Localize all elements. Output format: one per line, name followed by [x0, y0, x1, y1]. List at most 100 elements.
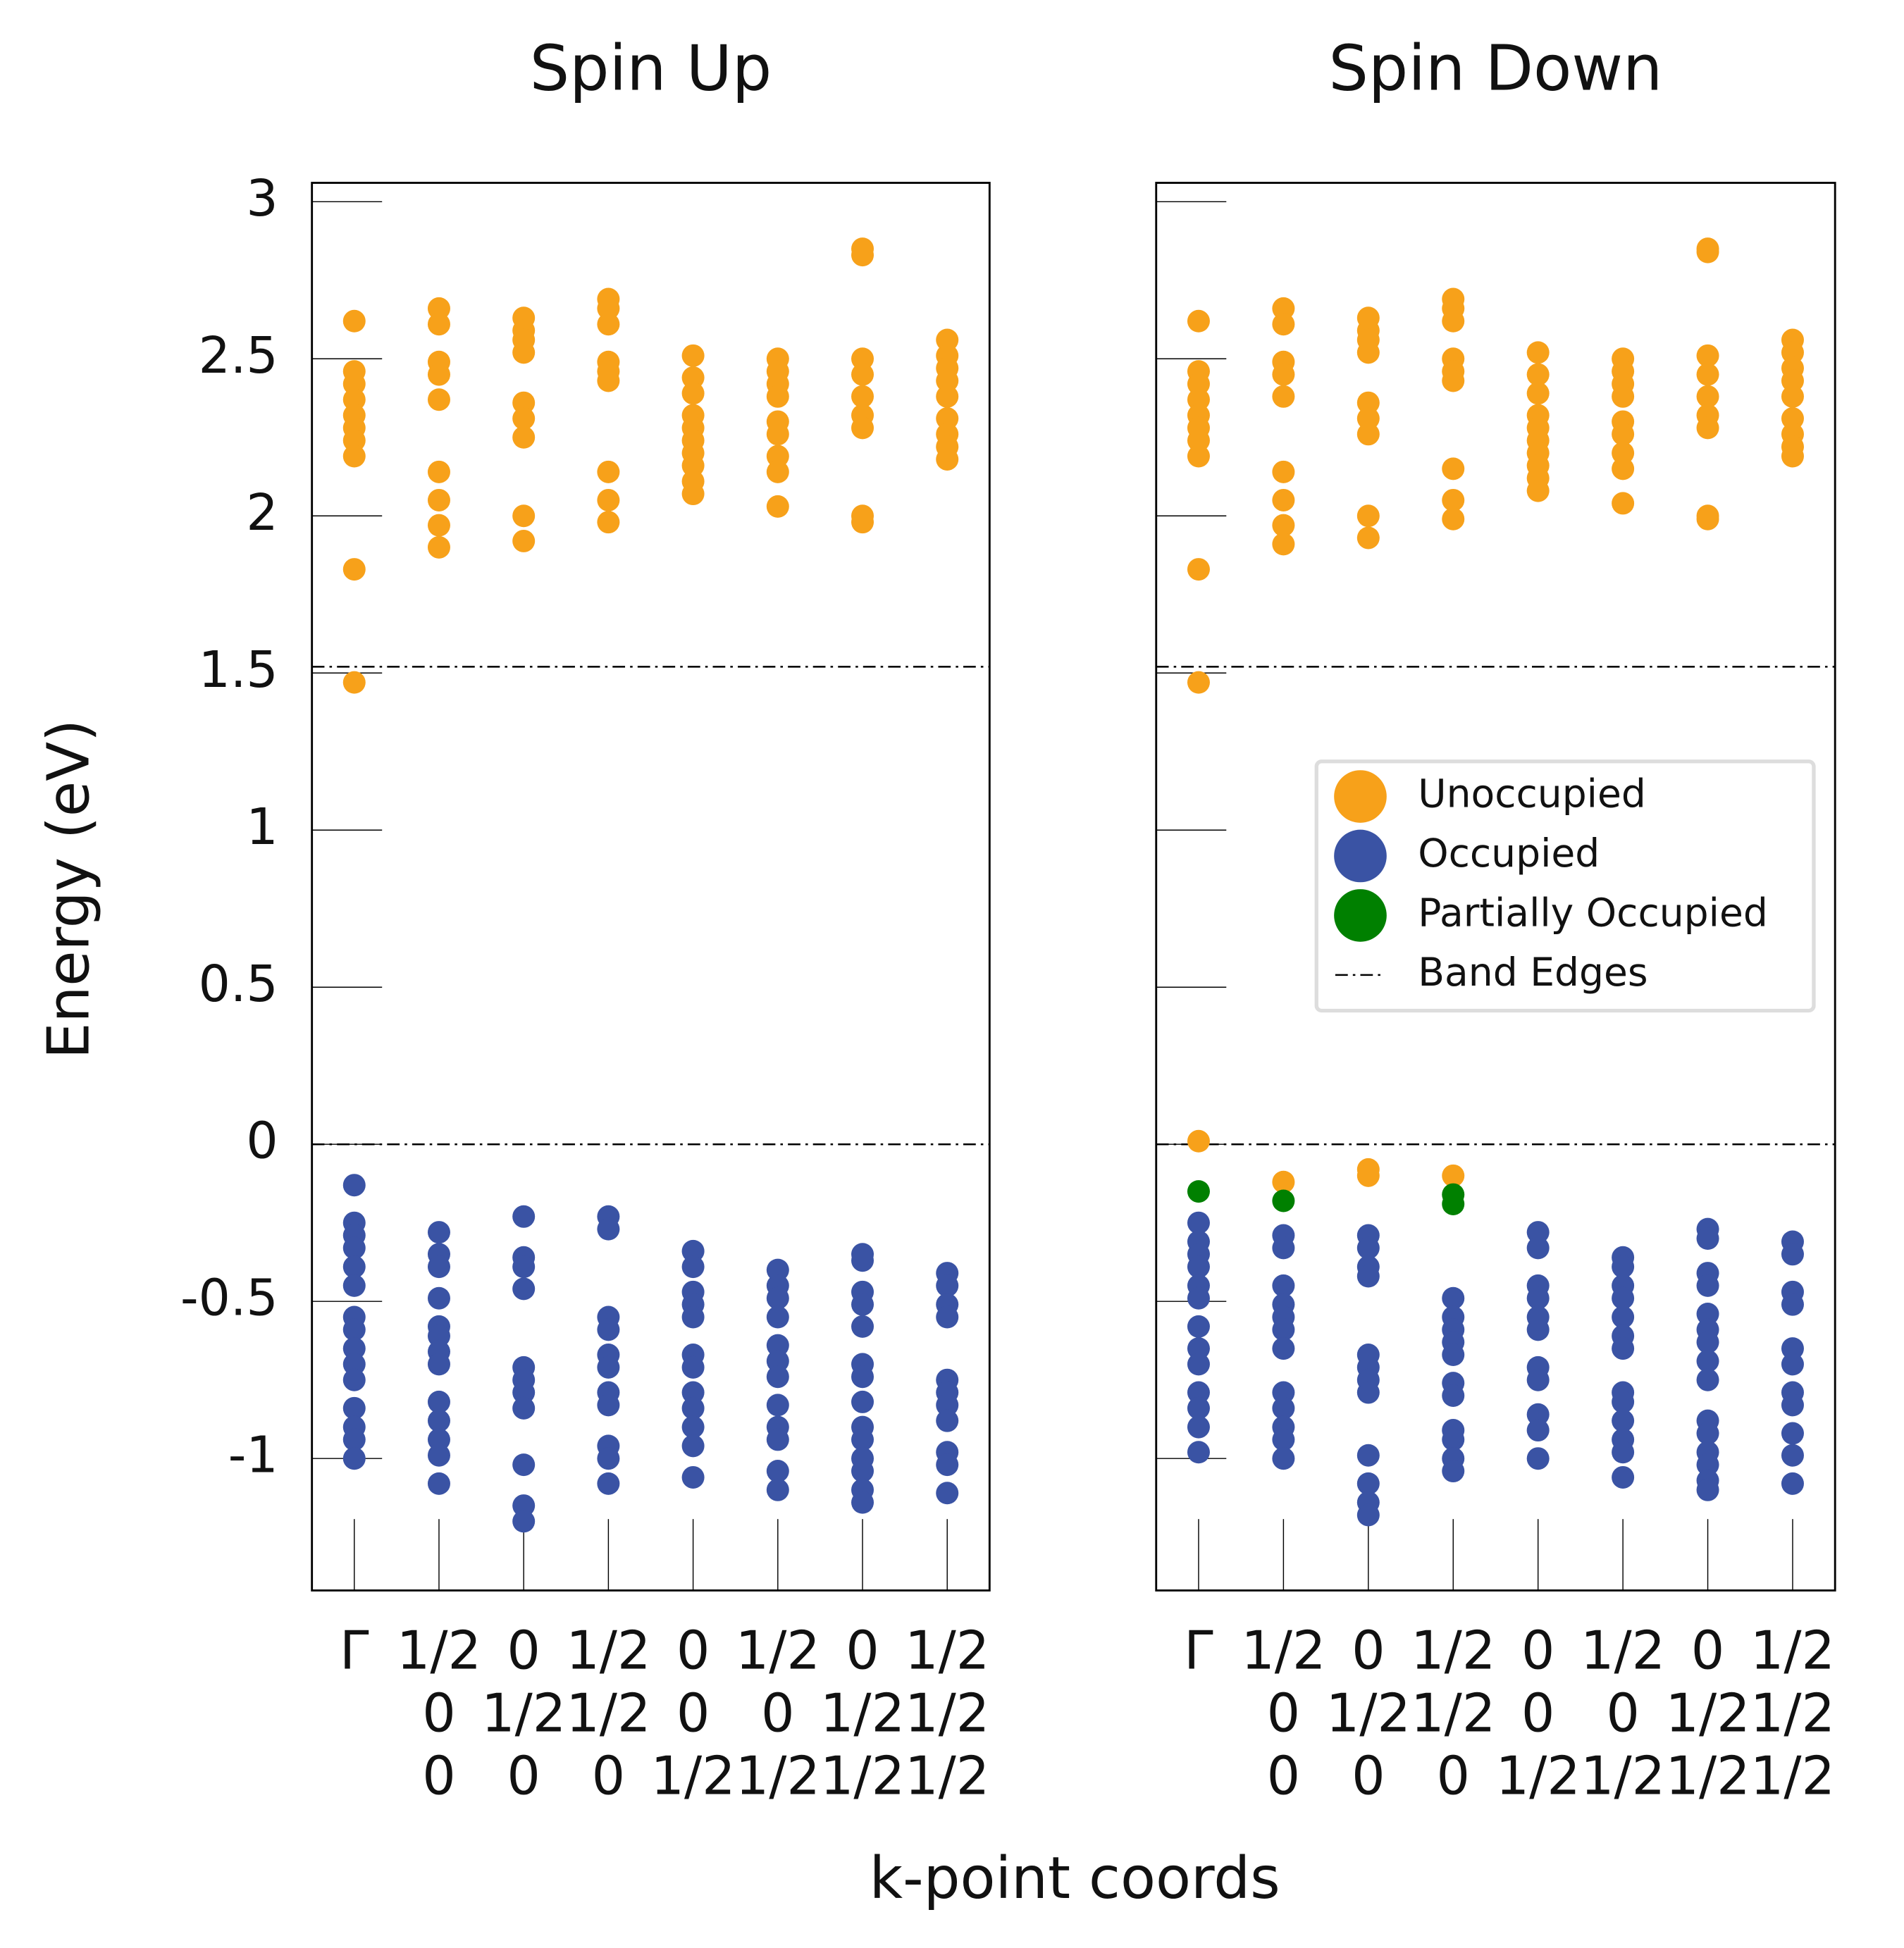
data-point	[427, 460, 450, 483]
data-point	[512, 407, 536, 430]
data-point	[851, 1390, 874, 1413]
data-point	[597, 460, 620, 483]
data-point	[1781, 341, 1804, 364]
x-tick-label: 1/2	[1665, 1745, 1750, 1806]
data-point	[1356, 526, 1380, 550]
data-point	[1356, 1236, 1380, 1260]
data-point	[681, 1465, 705, 1489]
x-tick-label: 0	[676, 1620, 710, 1682]
data-point	[1442, 1428, 1465, 1451]
data-point	[1187, 388, 1210, 411]
data-point	[512, 1396, 536, 1420]
x-tick-label: 0	[507, 1745, 540, 1806]
data-point	[1356, 1444, 1380, 1467]
data-point	[1356, 1164, 1380, 1187]
x-tick-label: 1/2	[1411, 1620, 1495, 1682]
x-tick-label: 0	[1606, 1683, 1640, 1744]
data-point	[766, 1305, 789, 1329]
x-tick-label: 1/2	[905, 1620, 989, 1682]
data-point	[342, 429, 366, 452]
data-point	[1272, 1447, 1295, 1470]
x-tick-label: 1/2	[905, 1745, 989, 1806]
legend-label: Partially Occupied	[1418, 891, 1768, 936]
y-tick-label: -0.5	[180, 1269, 278, 1327]
data-point	[597, 1394, 620, 1417]
x-tick-label: 0	[1267, 1745, 1300, 1806]
data-point	[427, 1353, 450, 1376]
data-point	[1272, 1396, 1295, 1420]
x-tick-label: 0	[846, 1620, 879, 1682]
data-point	[1187, 1180, 1210, 1203]
data-point	[1696, 1453, 1719, 1477]
data-point	[342, 388, 366, 411]
data-point	[1526, 382, 1550, 405]
data-point	[1696, 1303, 1719, 1326]
data-point	[597, 1217, 620, 1241]
data-point	[512, 529, 536, 552]
data-point	[427, 1428, 450, 1451]
data-point	[1187, 1396, 1210, 1420]
data-point	[342, 445, 366, 468]
data-point	[597, 1447, 620, 1470]
data-point	[512, 1453, 536, 1477]
data-point	[1187, 1129, 1210, 1153]
x-tick-label: 1/2	[566, 1683, 650, 1744]
data-point	[597, 313, 620, 336]
data-point	[342, 1174, 366, 1197]
data-point	[851, 1293, 874, 1316]
x-tick-label: 0	[1352, 1620, 1385, 1682]
data-point	[1272, 297, 1295, 320]
data-point	[512, 391, 536, 414]
data-point	[1272, 385, 1295, 408]
data-point	[427, 1390, 450, 1413]
data-point	[1781, 407, 1804, 430]
legend-label: Band Edges	[1418, 950, 1648, 995]
data-point	[1442, 1384, 1465, 1407]
data-point	[766, 1365, 789, 1389]
data-point	[342, 1353, 366, 1376]
data-point	[851, 1249, 874, 1272]
data-point	[1187, 1381, 1210, 1404]
x-tick-label: 0	[422, 1683, 456, 1744]
data-point	[1696, 507, 1719, 531]
data-point	[1442, 1286, 1465, 1310]
data-point	[1696, 363, 1719, 386]
data-point	[1356, 423, 1380, 446]
data-point	[1781, 1444, 1804, 1467]
data-point	[1612, 1305, 1635, 1329]
data-point	[597, 488, 620, 511]
data-point	[1612, 1390, 1635, 1413]
data-point	[766, 445, 789, 468]
data-point	[1187, 671, 1210, 694]
data-point	[936, 1394, 959, 1417]
data-point	[512, 1494, 536, 1518]
data-point	[851, 1460, 874, 1483]
data-point	[1526, 1368, 1550, 1391]
data-point	[1442, 507, 1465, 531]
data-point	[1442, 369, 1465, 392]
data-point	[766, 1478, 789, 1501]
data-point	[427, 1286, 450, 1310]
data-point	[1187, 1337, 1210, 1360]
data-point	[512, 1277, 536, 1301]
data-point	[1696, 1478, 1719, 1501]
data-point	[1696, 344, 1719, 367]
x-tick-label: 1/2	[1581, 1620, 1665, 1682]
y-tick-label: 3	[246, 169, 278, 228]
data-point	[766, 423, 789, 446]
data-point	[936, 407, 959, 430]
data-point	[1526, 479, 1550, 502]
data-point	[1356, 391, 1380, 414]
x-tick-label: 1/2	[1326, 1683, 1411, 1744]
data-point	[1781, 1337, 1804, 1360]
data-point	[1356, 1503, 1380, 1527]
x-tick-label: 1/2	[736, 1620, 820, 1682]
legend-label: Occupied	[1418, 831, 1600, 876]
data-point	[512, 426, 536, 449]
data-point	[427, 514, 450, 537]
data-point	[936, 1453, 959, 1477]
data-point	[427, 1324, 450, 1348]
data-point	[1272, 1236, 1295, 1260]
x-tick-label: 1/2	[1750, 1683, 1835, 1744]
